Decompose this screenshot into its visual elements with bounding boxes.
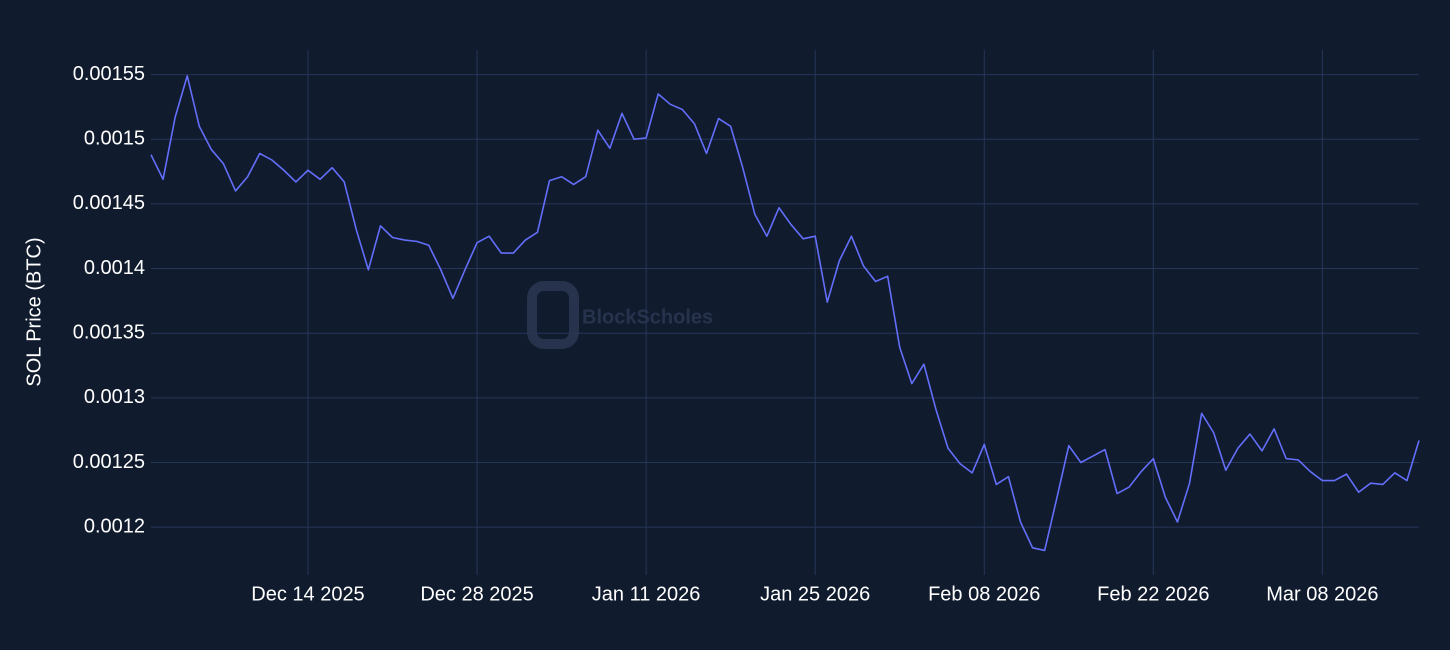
y-tick-label: 0.00135 — [73, 321, 145, 343]
y-axis-label: SOL Price (BTC) — [23, 237, 45, 386]
y-tick-label: 0.0012 — [84, 515, 145, 537]
grid — [151, 50, 1419, 575]
watermark: BlockScholes — [582, 306, 713, 328]
y-tick-label: 0.00145 — [73, 192, 145, 214]
watermark-group: BlockScholes — [527, 281, 713, 349]
y-tick-label: 0.0013 — [84, 386, 145, 408]
x-tick-label: Dec 14 2025 — [251, 583, 364, 605]
watermark-logo — [527, 281, 579, 349]
y-tick-label: 0.0015 — [84, 128, 145, 150]
x-tick-label: Mar 08 2026 — [1266, 583, 1378, 605]
x-tick-label: Dec 28 2025 — [420, 583, 533, 605]
y-tick-label: 0.0014 — [84, 257, 145, 279]
x-tick-label: Feb 08 2026 — [928, 583, 1040, 605]
x-tick-label: Jan 11 2026 — [592, 583, 701, 605]
y-tick-label: 0.00155 — [73, 63, 145, 85]
price-line — [150, 75, 1420, 552]
x-tick-label: Feb 22 2026 — [1097, 583, 1209, 605]
y-tick-label: 0.00125 — [73, 451, 145, 473]
x-tick-label: Jan 25 2026 — [760, 583, 870, 605]
